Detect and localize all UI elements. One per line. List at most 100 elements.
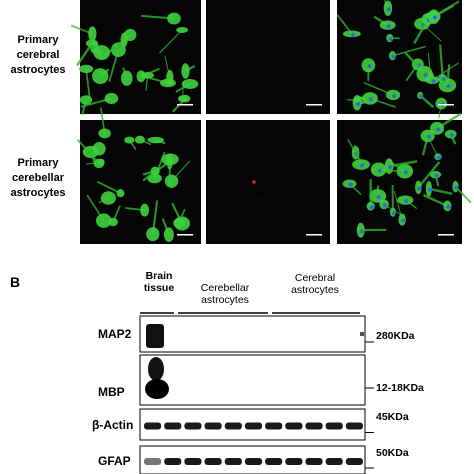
nucleus bbox=[401, 218, 406, 223]
cell-body bbox=[124, 136, 135, 144]
nucleus bbox=[376, 194, 381, 199]
background-speck bbox=[277, 237, 279, 239]
background-speck bbox=[327, 199, 329, 202]
background-speck bbox=[259, 122, 262, 124]
background-speck bbox=[275, 57, 277, 59]
cell-body bbox=[173, 218, 185, 228]
background-speck bbox=[281, 171, 283, 173]
background-speck bbox=[258, 198, 261, 200]
background-speck bbox=[310, 203, 312, 205]
cell-body bbox=[181, 79, 199, 90]
nucleus bbox=[431, 79, 436, 84]
nucleus bbox=[391, 211, 396, 216]
nucleus bbox=[446, 204, 451, 209]
cell-body bbox=[167, 12, 181, 25]
scale-bar bbox=[177, 234, 193, 236]
background-speck bbox=[319, 22, 321, 24]
cell-body bbox=[93, 158, 105, 169]
band bbox=[146, 324, 164, 348]
band bbox=[305, 458, 323, 465]
background-speck bbox=[315, 191, 318, 193]
background-speck bbox=[229, 14, 231, 16]
micrograph bbox=[206, 120, 330, 244]
background-speck bbox=[285, 14, 287, 17]
cell-body bbox=[79, 64, 94, 74]
scale-bar bbox=[306, 234, 322, 236]
cell-process bbox=[159, 29, 183, 54]
background-speck bbox=[287, 48, 289, 50]
nucleus bbox=[426, 134, 431, 139]
background-speck bbox=[280, 107, 282, 109]
lane-header: Cerebral astrocytes bbox=[291, 272, 339, 296]
background-speck bbox=[295, 187, 297, 189]
band bbox=[144, 458, 162, 465]
nucleus bbox=[417, 186, 422, 191]
background-speck bbox=[267, 186, 270, 189]
band bbox=[204, 458, 222, 465]
background-speck bbox=[214, 165, 216, 167]
nucleus bbox=[369, 97, 374, 102]
cell-process bbox=[388, 160, 418, 168]
background-speck bbox=[265, 20, 267, 22]
background-speck bbox=[298, 2, 300, 4]
nucleus bbox=[348, 182, 353, 187]
background-speck bbox=[306, 204, 308, 206]
nucleus bbox=[386, 24, 391, 29]
nucleus bbox=[437, 155, 442, 160]
row-label: Primary cerebral astrocytes bbox=[10, 34, 66, 76]
row-label: Primary cerebellar astrocytes bbox=[10, 157, 66, 199]
band bbox=[325, 422, 343, 430]
background-speck bbox=[292, 241, 295, 243]
cell-body bbox=[79, 95, 93, 105]
cell-body bbox=[147, 136, 164, 144]
background-speck bbox=[302, 223, 304, 225]
cell-body bbox=[98, 128, 111, 139]
background-speck bbox=[301, 107, 303, 109]
background-speck bbox=[244, 155, 246, 157]
cell-process bbox=[417, 161, 441, 189]
nucleus bbox=[391, 54, 396, 59]
background-speck bbox=[325, 155, 327, 157]
background-speck bbox=[230, 34, 232, 37]
nucleus bbox=[454, 185, 459, 190]
background-speck bbox=[262, 222, 264, 224]
background-speck bbox=[281, 205, 283, 207]
background-speck bbox=[327, 112, 329, 114]
background-speck bbox=[215, 11, 217, 13]
background-speck bbox=[295, 101, 297, 103]
protein-label: MAP2 bbox=[98, 327, 132, 341]
cell-body bbox=[120, 70, 133, 86]
background-speck bbox=[299, 67, 302, 70]
band bbox=[325, 458, 343, 465]
cell-body bbox=[134, 135, 145, 144]
nucleus bbox=[434, 173, 439, 178]
background-speck bbox=[260, 173, 262, 175]
cell-body bbox=[141, 72, 155, 79]
background-speck bbox=[260, 18, 262, 20]
background-speck bbox=[328, 47, 330, 49]
nucleus bbox=[427, 187, 432, 192]
lane-header: Cerebellar astrocytes bbox=[200, 282, 250, 306]
protein-label: β-Actin bbox=[92, 418, 134, 432]
background-speck bbox=[326, 157, 328, 159]
background-speck bbox=[255, 197, 257, 199]
cell-process bbox=[76, 42, 93, 67]
background-speck bbox=[215, 157, 218, 159]
background-speck bbox=[258, 196, 261, 198]
cell-body bbox=[93, 45, 111, 61]
background-speck bbox=[230, 76, 232, 78]
size-label: 50KDa bbox=[376, 447, 409, 459]
background-speck bbox=[242, 61, 244, 63]
nucleus bbox=[377, 168, 382, 173]
nucleus bbox=[404, 199, 409, 204]
background-speck bbox=[297, 235, 299, 237]
background-speck bbox=[283, 189, 285, 191]
nucleus bbox=[436, 127, 441, 132]
cell-process bbox=[85, 68, 91, 98]
background-speck bbox=[316, 236, 318, 238]
cell-process bbox=[76, 138, 100, 165]
background-speck bbox=[318, 77, 320, 79]
nucleus bbox=[383, 203, 388, 208]
nucleus bbox=[432, 15, 437, 20]
